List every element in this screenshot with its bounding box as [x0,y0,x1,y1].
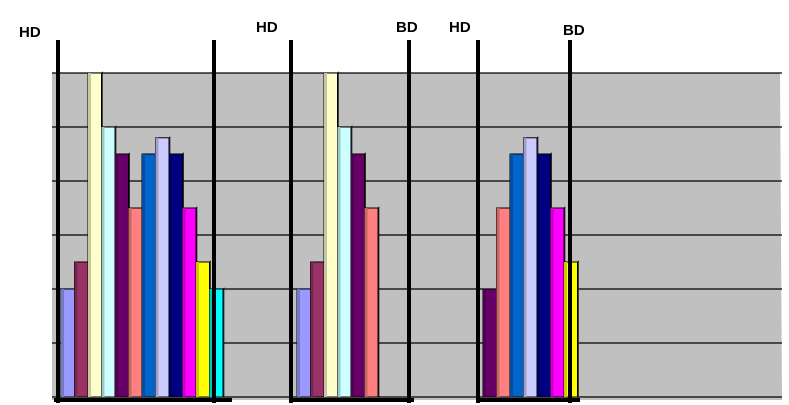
bar-edge [550,208,554,397]
bar-edge [324,73,327,397]
bar-edge [496,208,500,397]
marker-label-5: BD [563,22,585,39]
bar-edge [115,154,118,397]
bar-edge [155,137,159,398]
bar-edge [74,262,78,397]
marker-label-4: HD [449,19,471,36]
bar-edge [88,73,91,397]
marker-label-3: BD [396,19,418,36]
bar-edge [61,289,64,397]
bar-edge [297,289,300,397]
bar-group-3 [482,136,579,398]
bar-edge [310,262,314,397]
bar-edge [337,127,341,397]
marker-label-2: HD [256,19,278,36]
bar-edge [182,208,186,397]
bar-edge [364,208,368,397]
bar-edge [510,154,513,397]
bar-edge [101,127,105,397]
bar-edge [142,154,145,397]
bar-edge [564,262,567,397]
bar-group-2 [296,71,380,398]
bar-edge [196,262,199,397]
bar-group-1 [60,71,225,398]
bar-edge [351,154,354,397]
bars [60,71,579,398]
bar-edge [209,289,213,397]
bar-edge [523,137,527,398]
bar-edge [483,289,486,397]
plot-wall-back [52,73,782,400]
bar-edge [169,154,172,397]
marker-label-1: HD [19,24,41,41]
marker-lines [54,40,580,403]
gridlines [52,72,782,398]
bar-edge [537,154,540,397]
bar-edge [128,208,132,397]
